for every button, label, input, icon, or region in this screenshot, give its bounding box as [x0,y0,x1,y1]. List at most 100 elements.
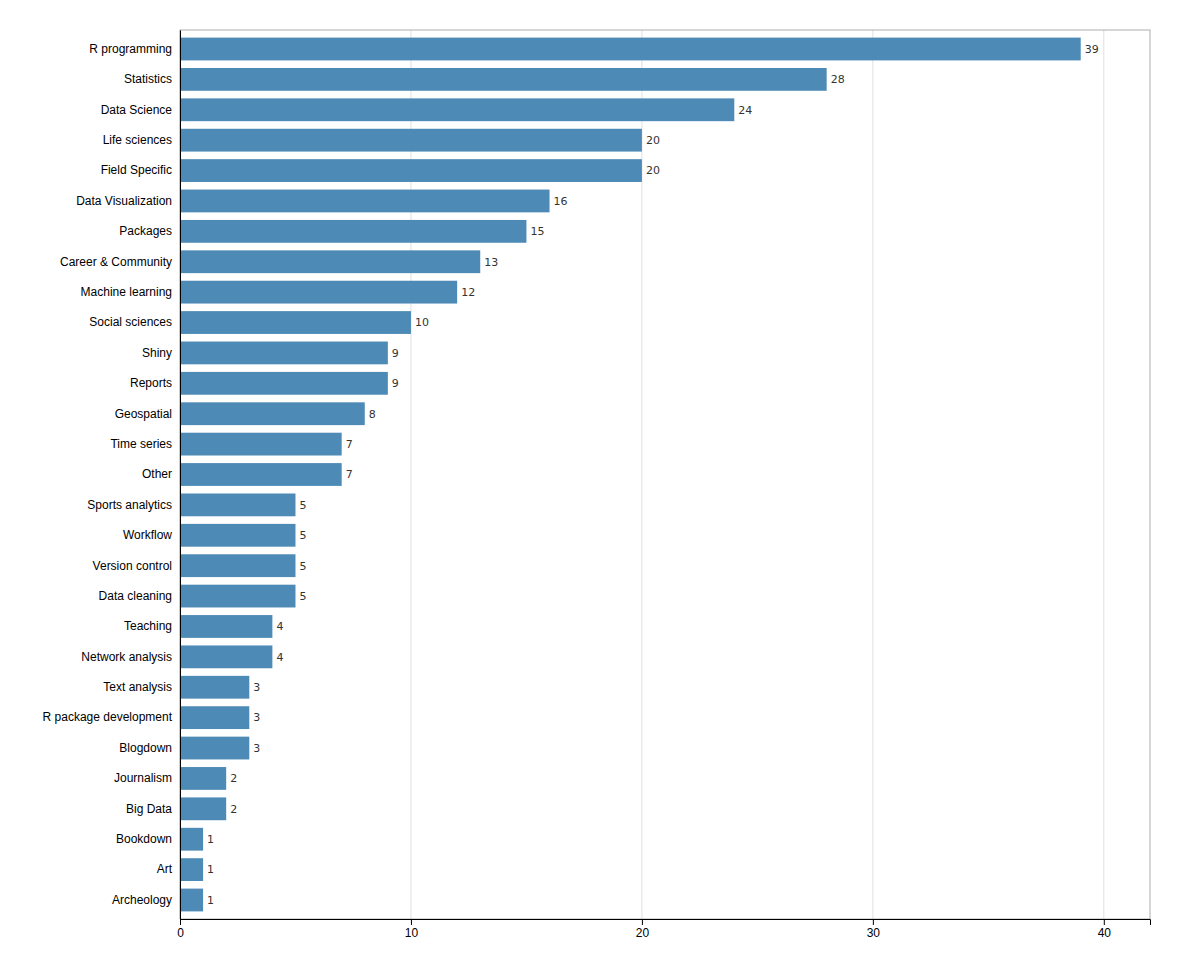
y-tick-label: Shiny [142,346,172,360]
data-label: 24 [738,104,752,117]
bar [180,129,642,152]
bars [180,38,1081,912]
bar [180,281,457,304]
bar [180,767,226,790]
x-tick: 10 [405,919,419,940]
y-tick-label: Time series [110,437,172,451]
data-label: 20 [646,134,660,147]
bar [180,159,642,182]
data-label: 28 [831,73,845,86]
y-tick-label: Reports [130,376,172,390]
bar [180,828,203,851]
y-tick-label: R programming [89,42,172,56]
data-label: 5 [299,590,306,603]
data-label: 12 [461,286,475,299]
y-tick-label: Archeology [112,893,172,907]
y-tick: Text analysis [103,680,172,694]
y-tick-label: Teaching [124,619,172,633]
bar [180,676,249,699]
y-tick: Blogdown [119,741,172,755]
y-tick-label: Text analysis [103,680,172,694]
x-tick-label: 30 [867,926,881,940]
y-tick: Career & Community [60,255,172,269]
bar [180,645,272,668]
bar [180,524,295,547]
x-tick-label: 10 [405,926,419,940]
bar [180,554,295,577]
data-label: 9 [392,377,399,390]
data-label: 7 [346,438,353,451]
data-label: 3 [253,681,260,694]
x-tick-label: 20 [636,926,650,940]
chart-svg: 3928242020161513121099877555544333221110… [0,0,1200,969]
y-tick-label: Version control [93,559,172,573]
x-tick-mark [642,919,643,925]
x-axis-line [181,920,1151,926]
y-tick: Big Data [126,802,172,816]
plot-area: 3928242020161513121099877555544333221110… [43,30,1151,940]
x-tick: 20 [636,919,650,940]
data-label: 3 [253,711,260,724]
bar [180,402,365,425]
bar [180,372,388,395]
data-label: 20 [646,164,660,177]
data-label: 7 [346,468,353,481]
bar [180,493,295,516]
y-tick: Teaching [124,619,172,633]
y-tick: R programming [89,42,172,56]
y-tick: Shiny [142,346,172,360]
x-tick-label: 40 [1098,926,1112,940]
y-tick-label: Network analysis [81,650,172,664]
y-tick-label: Career & Community [60,255,172,269]
data-label: 3 [253,742,260,755]
y-tick: Machine learning [81,285,172,299]
y-tick-label: Blogdown [119,741,172,755]
plot-frame [180,30,1150,919]
data-label: 5 [299,560,306,573]
y-tick-label: Data Science [101,103,173,117]
x-tick-mark [873,919,874,925]
bar [180,98,734,121]
y-tick: Journalism [114,771,172,785]
x-tick-label: 0 [177,926,184,940]
x-tick: 30 [867,919,881,940]
bar [180,615,272,638]
bar [180,311,411,334]
bar [180,737,249,760]
y-tick: Other [142,467,172,481]
data-label: 8 [369,408,376,421]
bar [180,889,203,912]
y-tick-label: Data Visualization [76,194,172,208]
chart-container: 3928242020161513121099877555544333221110… [0,0,1200,969]
data-label: 9 [392,347,399,360]
bar [180,706,249,729]
data-label: 1 [207,863,214,876]
y-tick-label: Life sciences [103,133,172,147]
bar [180,433,342,456]
grid [180,30,1104,919]
y-tick: Data Science [101,103,173,117]
bar [180,342,388,365]
y-axis: R programming Statistics Data Science Life … [43,31,181,920]
y-tick-label: Sports analytics [87,498,172,512]
x-tick: 40 [1098,919,1112,940]
data-label: 15 [530,225,544,238]
data-label: 1 [207,894,214,907]
y-tick: Data Visualization [76,194,172,208]
y-tick: Workflow [123,528,172,542]
data-label: 5 [299,529,306,542]
bar [180,797,226,820]
data-label: 2 [230,772,237,785]
x-tick-mark [1104,919,1105,925]
y-tick: Field Specific [101,163,172,177]
y-tick-label: Other [142,467,172,481]
y-tick: Art [157,862,173,876]
y-tick: Bookdown [116,832,172,846]
y-tick-label: Statistics [124,72,172,86]
data-label: 2 [230,803,237,816]
data-label: 1 [207,833,214,846]
y-tick: R package development [43,710,173,724]
y-tick: Network analysis [81,650,172,664]
data-label: 13 [484,256,498,269]
data-label: 4 [276,651,283,664]
